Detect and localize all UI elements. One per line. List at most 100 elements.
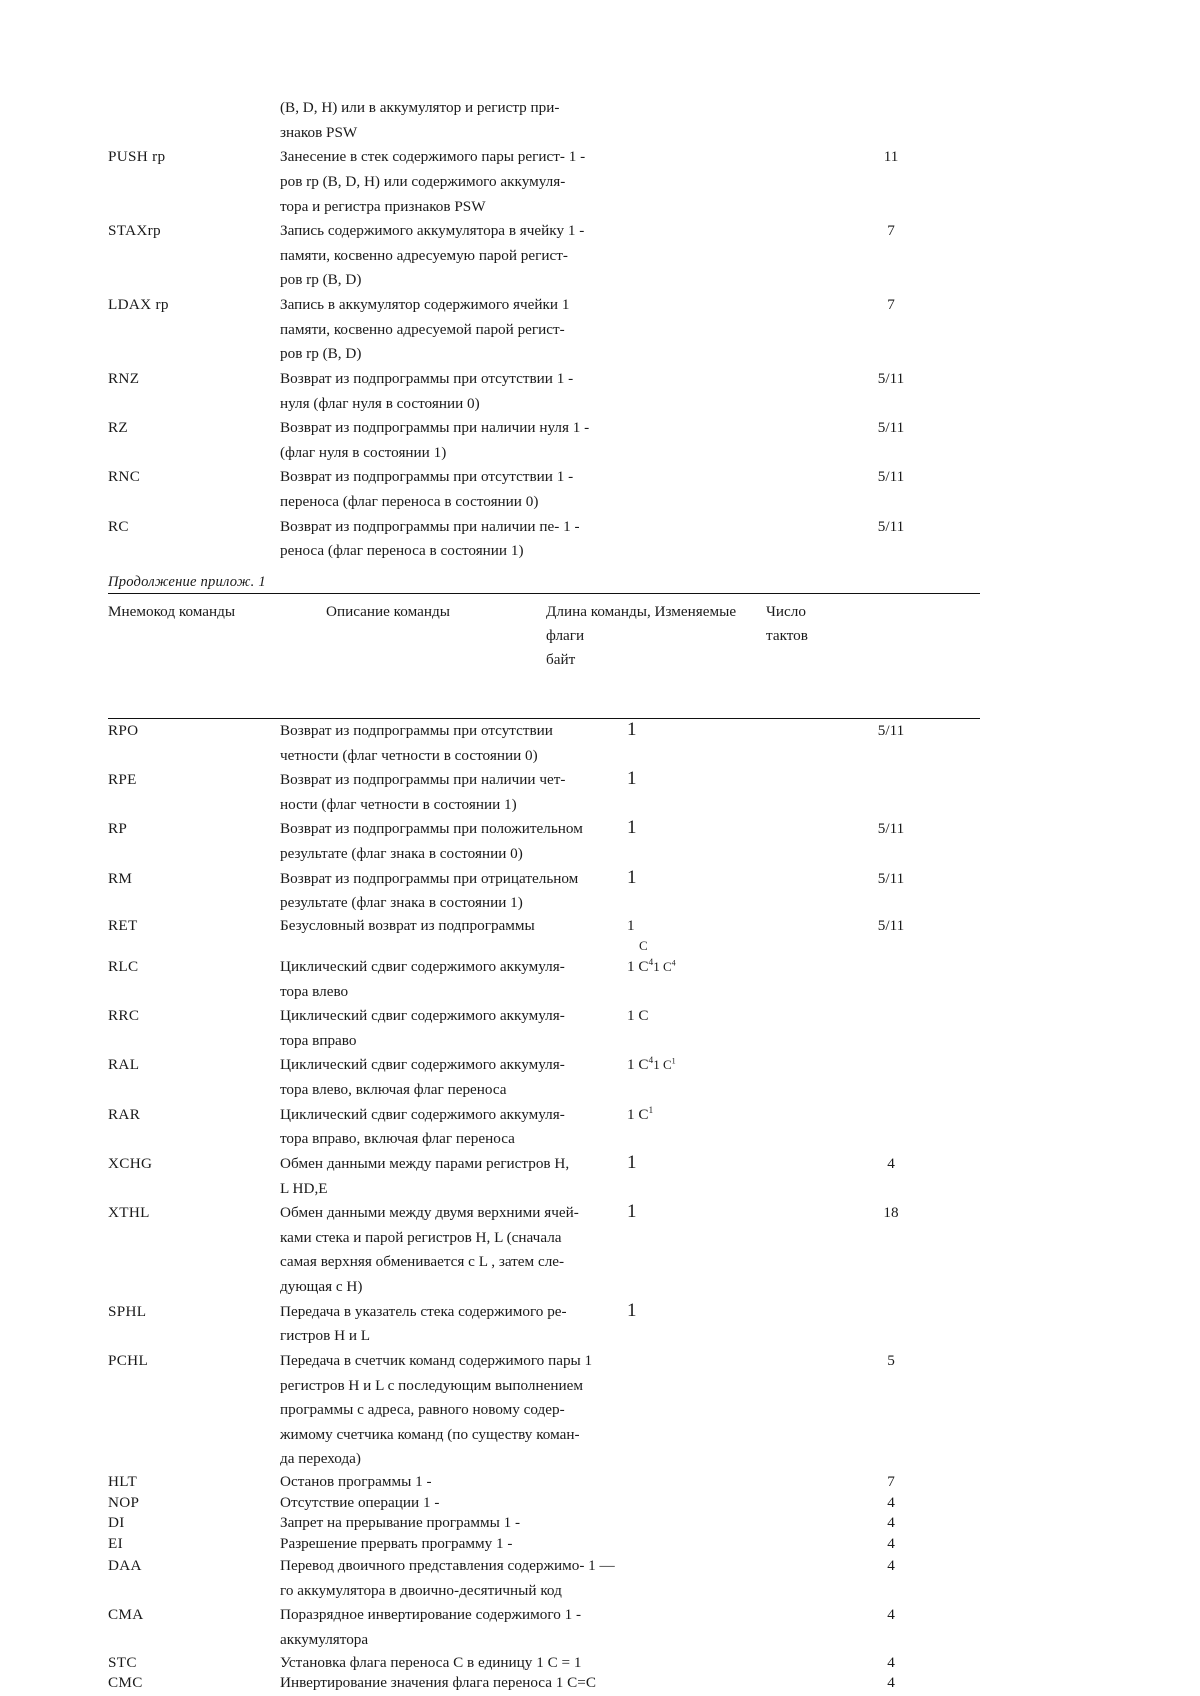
cell-cycles: 5 (830, 1349, 980, 1472)
description-line: знаков PSW (280, 121, 621, 146)
cell-cycles: 5/11 (830, 416, 980, 465)
description-line: Циклический сдвиг содержимого аккумуля- (280, 1004, 621, 1029)
cell-mnemonic: RM (108, 867, 280, 916)
table-row: RMВозврат из подпрограммы при отрицатель… (108, 867, 980, 916)
cell-length: 1 C1 (625, 1103, 830, 1152)
header-gap (108, 672, 980, 718)
description-line: регистров H и L с последующим выполнение… (280, 1374, 621, 1399)
cell-length (625, 1513, 830, 1534)
cell-cycles (830, 1053, 980, 1102)
cell-mnemonic: DI (108, 1513, 280, 1534)
description-line: ров rp (B, D, H) или содержимого аккумул… (280, 170, 621, 195)
description-line: L HD,E (280, 1177, 621, 1202)
table-row: (B, D, H) или в аккумулятор и регистр пр… (108, 96, 980, 145)
cell-cycles (830, 1103, 980, 1152)
cell-length (625, 1349, 830, 1472)
length-value: 1 (627, 917, 635, 934)
cell-mnemonic: DAA (108, 1554, 280, 1603)
description-line: результате (флаг знака в состоянии 1) (280, 891, 621, 916)
table-row: XTHLОбмен данными между двумя верхними я… (108, 1201, 980, 1300)
cell-description: Возврат из подпрограммы при отсутствии 1… (280, 465, 625, 514)
cell-description: (B, D, H) или в аккумулятор и регистр пр… (280, 96, 625, 145)
cell-description: Возврат из подпрограммы при положительно… (280, 817, 625, 866)
cell-cycles (830, 768, 980, 817)
cell-cycles: 5/11 (830, 515, 980, 564)
length-value-second: 1 C4 (653, 956, 675, 977)
cell-mnemonic: RNC (108, 465, 280, 514)
description-line: самая верхняя обменивается с L , затем с… (280, 1250, 621, 1275)
cell-length: 1 (625, 768, 830, 817)
cell-length (625, 416, 830, 465)
description-line: Запрет на прерывание программы 1 - (280, 1513, 621, 1534)
cell-mnemonic: STC (108, 1653, 280, 1674)
table-row: EIРазрешение прервать программу 1 -4 (108, 1534, 980, 1555)
cell-description: Запрет на прерывание программы 1 - (280, 1513, 625, 1534)
description-line: Возврат из подпрограммы при наличии чет- (280, 768, 621, 793)
cell-length: 1 (625, 867, 830, 916)
cell-length: 1 (625, 719, 830, 768)
description-line: Перевод двоичного представления содержим… (280, 1554, 621, 1579)
length-value: 1 (627, 1300, 637, 1321)
description-line: Передача в счетчик команд содержимого па… (280, 1349, 621, 1374)
cell-description: Циклический сдвиг содержимого аккумуля-т… (280, 1103, 625, 1152)
cell-mnemonic: RP (108, 817, 280, 866)
cell-length: 1 (625, 1201, 830, 1300)
length-value: 1 C (627, 1007, 649, 1024)
table-row: RPВозврат из подпрограммы при положитель… (108, 817, 980, 866)
description-line: Обмен данными между двумя верхними ячей- (280, 1201, 621, 1226)
cell-description: Поразрядное инвертирование содержимого 1… (280, 1603, 625, 1652)
table-row: RLCЦиклический сдвиг содержимого аккумул… (108, 955, 980, 1004)
table-header: Мнемокод команды Описание команды Длина … (108, 594, 980, 718)
instruction-table-top: (B, D, H) или в аккумулятор и регистр пр… (108, 96, 980, 564)
cell-cycles: 5/11 (830, 916, 980, 955)
description-line: тора и регистра признаков PSW (280, 195, 621, 220)
table-row: PCHLПередача в счетчик команд содержимог… (108, 1349, 980, 1472)
continuation-caption: Продолжение прилож. 1 (108, 574, 980, 591)
description-line: Возврат из подпрограммы при отсутствии (280, 719, 621, 744)
cell-cycles: 7 (830, 1472, 980, 1493)
cell-mnemonic: RET (108, 916, 280, 955)
cell-description: Циклический сдвиг содержимого аккумуля-т… (280, 1053, 625, 1102)
description-line: памяти, косвенно адресуемую парой регист… (280, 244, 621, 269)
description-line: дующая с H) (280, 1275, 621, 1300)
description-line: памяти, косвенно адресуемой парой регист… (280, 318, 621, 343)
cell-description: Установка флага переноса C в единицу 1 C… (280, 1653, 625, 1674)
length-value: 1 C (627, 1056, 649, 1073)
document-page: (B, D, H) или в аккумулятор и регистр пр… (0, 0, 1200, 1696)
header-cycles: Число тактов (762, 594, 980, 672)
header-cycles-line2: тактов (766, 627, 808, 644)
cell-mnemonic: STAXrp (108, 219, 280, 293)
description-line: Обмен данными между парами регистров H, (280, 1152, 621, 1177)
description-line: да перехода) (280, 1447, 621, 1472)
description-line: четности (флаг четности в состоянии 0) (280, 744, 621, 769)
cell-mnemonic: RRC (108, 1004, 280, 1053)
table-row: RALЦиклический сдвиг содержимого аккумул… (108, 1053, 980, 1102)
description-line: Занесение в стек содержимого пары регист… (280, 145, 621, 170)
table-row: RPEВозврат из подпрограммы при наличии ч… (108, 768, 980, 817)
description-line: (B, D, H) или в аккумулятор и регистр пр… (280, 96, 621, 121)
cell-length: 1 (625, 1152, 830, 1201)
cell-description: Возврат из подпрограммы при отсутствииче… (280, 719, 625, 768)
cell-length: 1 (625, 817, 830, 866)
cell-mnemonic (108, 96, 280, 145)
cell-cycles: 7 (830, 219, 980, 293)
cell-cycles: 7 (830, 293, 980, 367)
cell-cycles: 5/11 (830, 367, 980, 416)
description-line: программы с адреса, равного новому содер… (280, 1398, 621, 1423)
description-line: Возврат из подпрограммы при наличии нуля… (280, 416, 621, 441)
cell-cycles: 4 (830, 1493, 980, 1514)
header-length-line1: Длина команды, Изменяемые флаги (546, 603, 736, 644)
cell-length (625, 1554, 830, 1603)
table-row: RPOВозврат из подпрограммы при отсутстви… (108, 719, 980, 768)
cell-length: 1C (625, 916, 830, 955)
length-superscript-second: 4 (672, 959, 676, 968)
cell-description: Занесение в стек содержимого пары регист… (280, 145, 625, 219)
cell-description: Отсутствие операции 1 - (280, 1493, 625, 1514)
cell-length (625, 1493, 830, 1514)
description-line: тора вправо (280, 1029, 621, 1054)
cell-mnemonic: SPHL (108, 1300, 280, 1349)
cell-length: 1 (625, 1300, 830, 1349)
cell-length: 1 C (625, 1004, 830, 1053)
length-note: C (627, 937, 830, 955)
cell-length: 1 C41 C1 (625, 1053, 830, 1102)
